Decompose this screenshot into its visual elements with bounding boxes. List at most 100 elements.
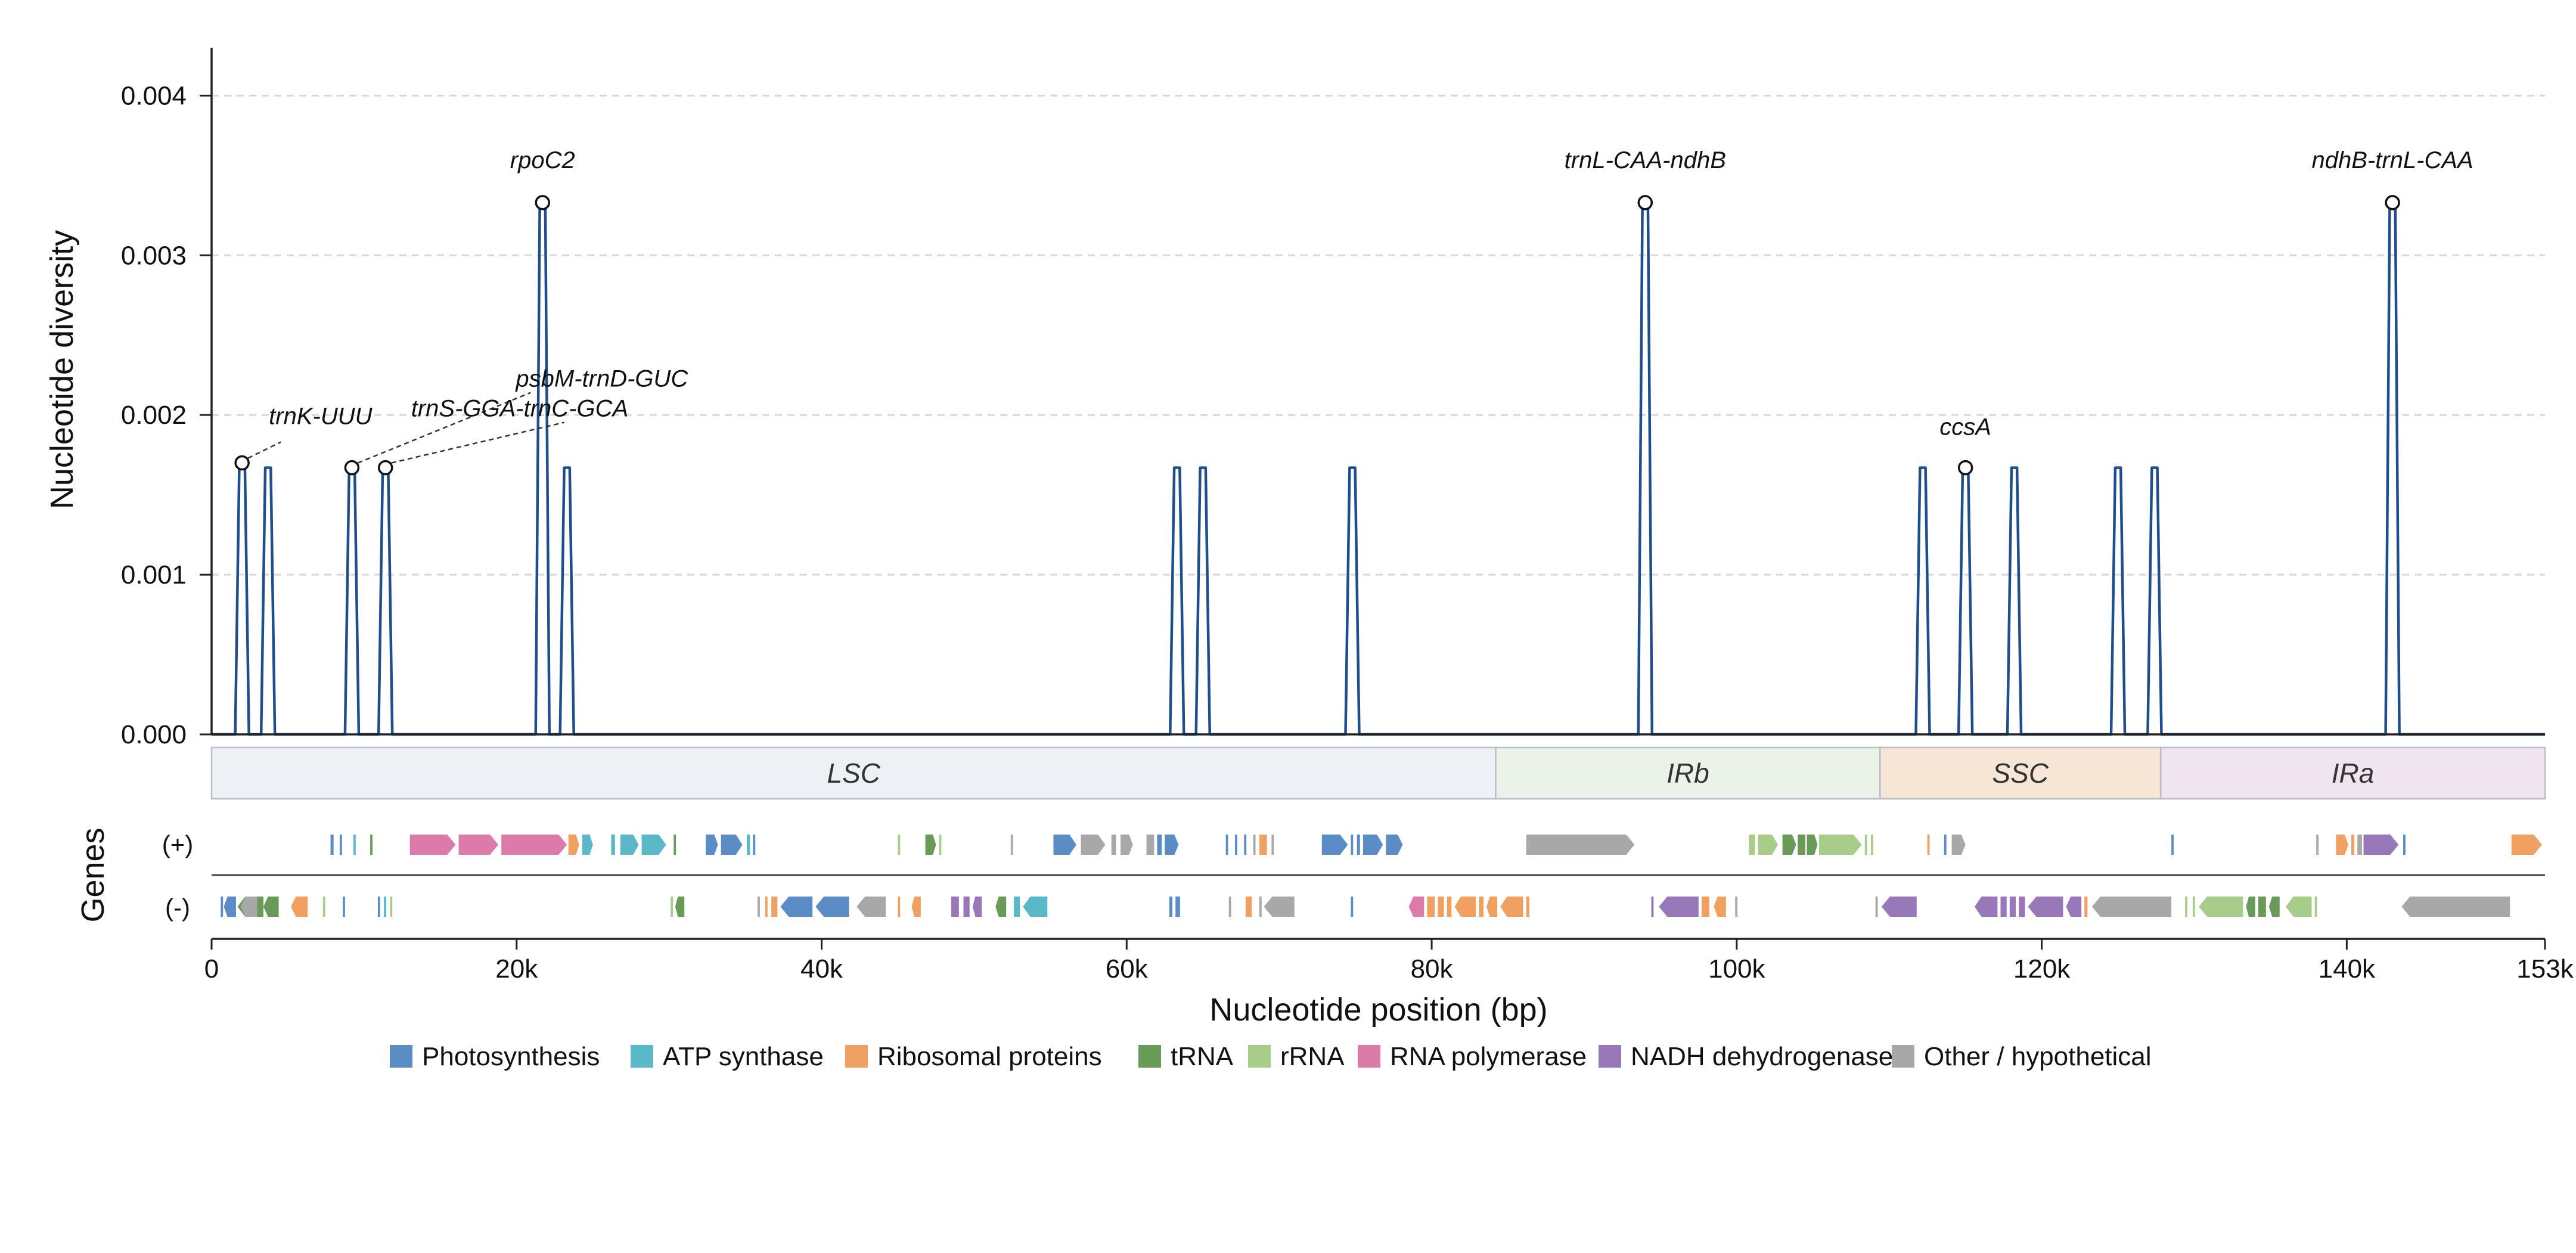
gene-mark (1111, 835, 1116, 855)
gene-arrow (675, 897, 685, 917)
gene-mark (939, 835, 942, 855)
gene-mark (1271, 835, 1274, 855)
gene-arrow (1714, 897, 1726, 917)
gene-arrow (2401, 897, 2510, 917)
annotation-leader-line (391, 421, 564, 464)
gene-mark (1701, 897, 1709, 917)
gene-mark (1798, 835, 1805, 855)
peak-annotation-label: psbM-trnD-GUC (515, 366, 688, 392)
gene-mark (1010, 835, 1013, 855)
gene-mark (758, 897, 760, 917)
gene-mark (1526, 897, 1529, 917)
gene-mark (765, 897, 768, 917)
gene-mark (963, 897, 970, 917)
gene-arrow (721, 835, 743, 855)
x-tick-label: 80k (1411, 954, 1454, 984)
gene-mark (1351, 835, 1354, 855)
gene-mark (1427, 897, 1435, 917)
peak-marker (234, 455, 250, 471)
gene-arrow (1081, 835, 1106, 855)
peak-marker (344, 460, 360, 476)
legend-label: Photosynthesis (422, 1042, 600, 1071)
legend-swatch (1138, 1045, 1161, 1068)
gene-mark (1864, 835, 1867, 855)
peak-marker (1957, 460, 1973, 476)
gene-arrow (815, 897, 849, 917)
gene-arrow (911, 897, 921, 917)
genome-regions-track: LSC IRb SSC IRa (210, 746, 2546, 800)
gene-arrow (2511, 835, 2542, 855)
gene-arrow (1408, 897, 1424, 917)
gene-mark (353, 835, 356, 855)
grid-lines (212, 94, 2545, 576)
gene-arrow (1121, 835, 1133, 855)
gene-arrow (224, 897, 236, 917)
gene-mark (1157, 835, 1162, 855)
gene-mark (1013, 897, 1020, 917)
peak-annotation-label: trnS-GGA-trnC-GCA (411, 396, 628, 422)
region-label: SSC (1992, 758, 2049, 789)
legend-label: Ribosomal proteins (877, 1042, 1102, 1071)
gene-arrow (2199, 897, 2243, 917)
gene-mark (330, 835, 334, 855)
gene-arrow (1758, 835, 1778, 855)
gene-mark (898, 897, 901, 917)
gene-arrow (1782, 835, 1796, 855)
gene-arrow (1053, 835, 1076, 855)
annotation-leader-line (247, 441, 281, 459)
gene-mark (1871, 835, 1873, 855)
gene-mark (322, 897, 325, 917)
region-label: IRb (1666, 758, 1709, 789)
gene-mark (1253, 835, 1256, 855)
legend-swatch (1892, 1045, 1914, 1068)
gene-mark (1944, 835, 1947, 855)
gene-mark (1875, 897, 1878, 917)
gene-mark (1479, 897, 1484, 917)
gene-arrow (1881, 897, 1917, 917)
gene-arrow (641, 835, 666, 855)
gene-arrow (458, 835, 499, 855)
gene-mark (1259, 897, 1262, 917)
gene-mark (377, 897, 380, 917)
legend-label: NADH dehydrogenase (1631, 1042, 1893, 1071)
gene-arrow (1023, 897, 1048, 917)
gene-mark (1735, 897, 1738, 917)
gene-mark (1651, 897, 1654, 917)
legend-label: Other / hypothetical (1924, 1042, 2152, 1071)
gene-arrow (501, 835, 567, 855)
legend-label: tRNA (1171, 1042, 1234, 1071)
region-block (210, 746, 1497, 800)
gene-mark (2192, 897, 2195, 917)
x-tick-label: 153k (2516, 954, 2574, 984)
peak-marker (377, 460, 393, 476)
gene-mark (898, 835, 901, 855)
gene-mark (1244, 835, 1247, 855)
gene-mark (671, 897, 674, 917)
gene-mark (1927, 835, 1930, 855)
diversity-line (212, 201, 2545, 736)
gene-arrow (706, 835, 718, 855)
genes-track-title: Genes (75, 827, 111, 922)
gene-mark (1228, 897, 1231, 917)
x-tick-label: 60k (1106, 954, 1149, 984)
gene-arrow (2336, 835, 2348, 855)
legend-swatch (631, 1045, 653, 1068)
peak-marker (1637, 195, 1653, 210)
gene-arrow (263, 897, 279, 917)
peak-annotation-label: rpoC2 (510, 147, 575, 173)
legend-swatch (390, 1045, 412, 1068)
x-tick-label: 40k (800, 954, 843, 984)
legend-label: rRNA (1280, 1042, 1345, 1071)
gene-mark (2171, 835, 2174, 855)
gene-mark (951, 897, 959, 917)
gene-arrow (1807, 835, 1818, 855)
strand-minus-label: (-) (165, 894, 190, 922)
gene-arrow (2066, 897, 2082, 917)
gene-arrow (1500, 897, 1523, 917)
gene-mark (2403, 835, 2406, 855)
annotation-leader-line (357, 392, 531, 464)
gene-mark (390, 897, 393, 917)
y-tick-label: 0.000 (121, 720, 187, 749)
x-tick-label: 100k (1708, 954, 1765, 984)
